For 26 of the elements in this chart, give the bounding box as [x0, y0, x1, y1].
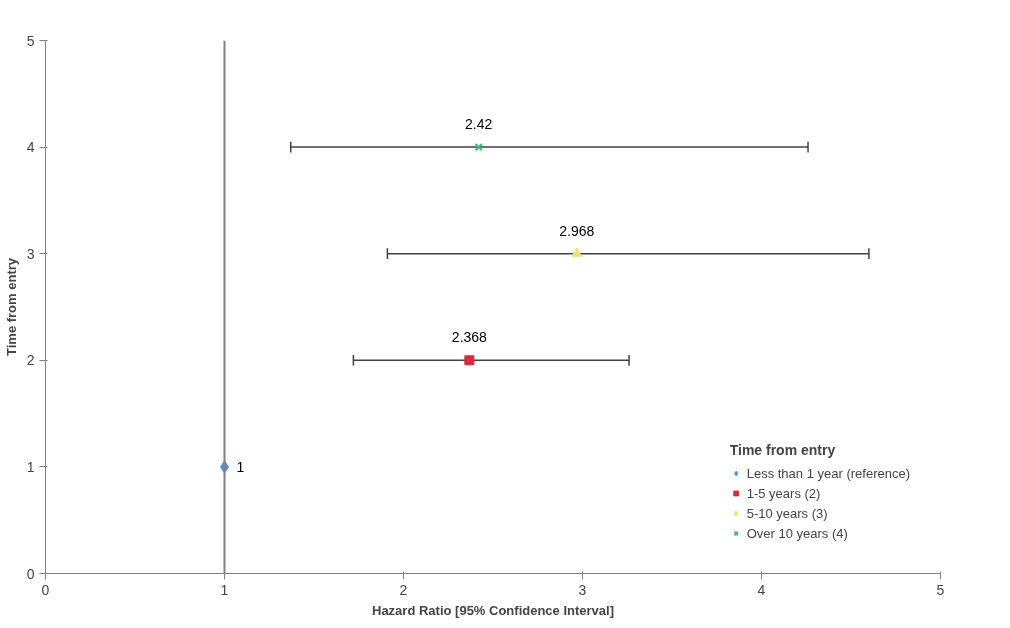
point	[464, 355, 475, 366]
x-tick-label: 2	[399, 581, 408, 598]
y-tick-label: 5	[26, 32, 35, 49]
x-tick-label: 3	[578, 581, 587, 598]
x-tick-label: 5	[936, 581, 945, 598]
legend-label: 5-10 years (3)	[746, 505, 828, 521]
y-tick-label: 3	[26, 245, 35, 262]
x-axis-title: Hazard Ratio [95% Confidence Interval]	[372, 602, 614, 618]
legend-label: Over 10 years (4)	[746, 525, 848, 541]
y-tick-label: 4	[26, 139, 35, 156]
y-tick-label: 2	[26, 352, 35, 369]
annotation: 1	[236, 458, 245, 475]
x-tick-label: 0	[41, 581, 50, 598]
annotation: 2.968	[559, 222, 595, 239]
annotation: 2.368	[451, 329, 488, 346]
legend-title: Time from entry	[729, 442, 837, 458]
x-tick-label: 4	[757, 581, 766, 598]
legend-label: Less than 1 year (reference)	[746, 465, 910, 481]
y-axis-title: Time from entry	[3, 257, 19, 356]
point	[571, 247, 583, 258]
x-tick-label: 1	[220, 581, 229, 598]
y-tick-label: 1	[26, 458, 35, 475]
annotation: 2.42	[465, 116, 493, 133]
y-tick-label: 0	[26, 565, 35, 582]
point	[474, 142, 483, 152]
legend-label: 1-5 years (2)	[746, 485, 821, 501]
